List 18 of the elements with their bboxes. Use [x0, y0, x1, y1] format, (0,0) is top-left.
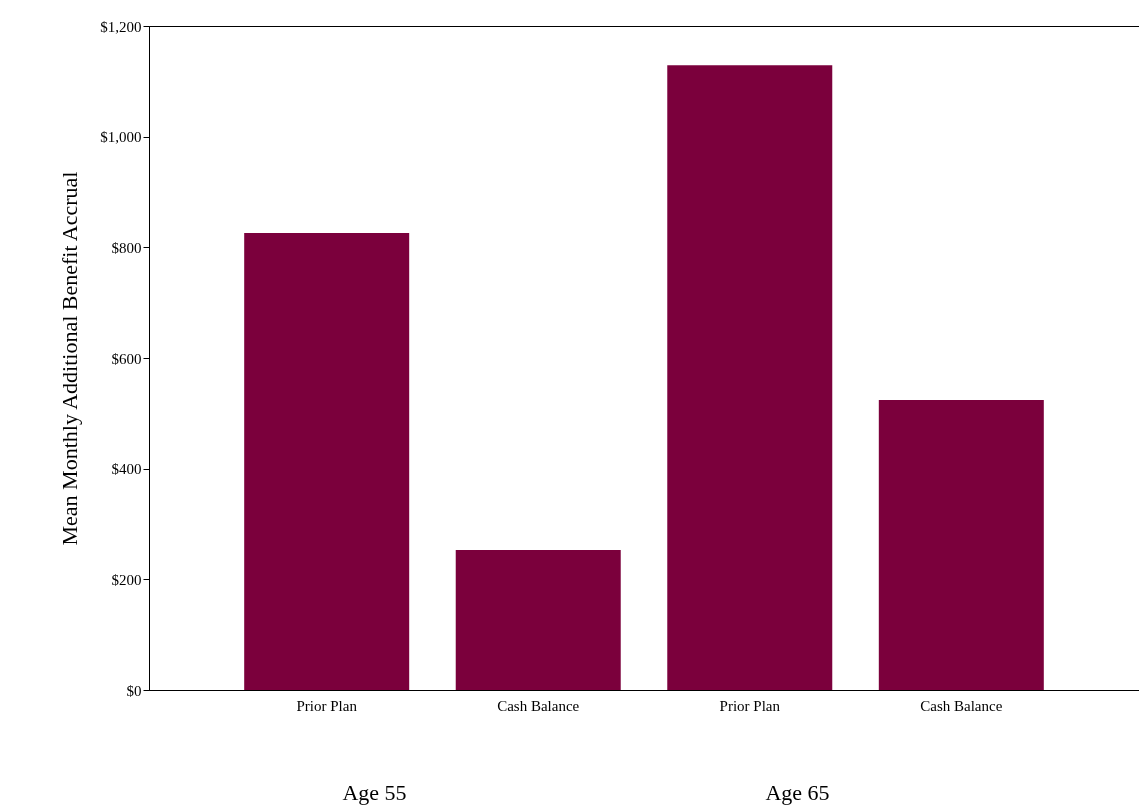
y-tick-label: $1,200 — [100, 18, 142, 35]
y-tick-label: $1,000 — [100, 129, 142, 146]
y-tick-label: $800 — [111, 239, 142, 256]
y-tick-label: $0 — [126, 682, 142, 699]
y-tick-label: $200 — [111, 571, 142, 588]
text: Age 55 — [342, 780, 407, 806]
x-tick-label: Prior Plan — [719, 697, 781, 714]
x-tick-label: Cash Balance — [497, 697, 580, 714]
x-tick-label: Prior Plan — [296, 697, 358, 714]
y-axis-title: Mean Monthly Additional Benefit Accrual — [57, 171, 83, 546]
y-tick-label: $400 — [111, 461, 142, 478]
bar — [244, 232, 410, 690]
x-tick-label: Cash Balance — [920, 697, 1003, 714]
bar — [667, 65, 833, 690]
y-tick-label: $600 — [111, 350, 142, 367]
bar — [878, 400, 1044, 690]
bar — [455, 550, 621, 690]
text: Age 65 — [765, 780, 830, 806]
